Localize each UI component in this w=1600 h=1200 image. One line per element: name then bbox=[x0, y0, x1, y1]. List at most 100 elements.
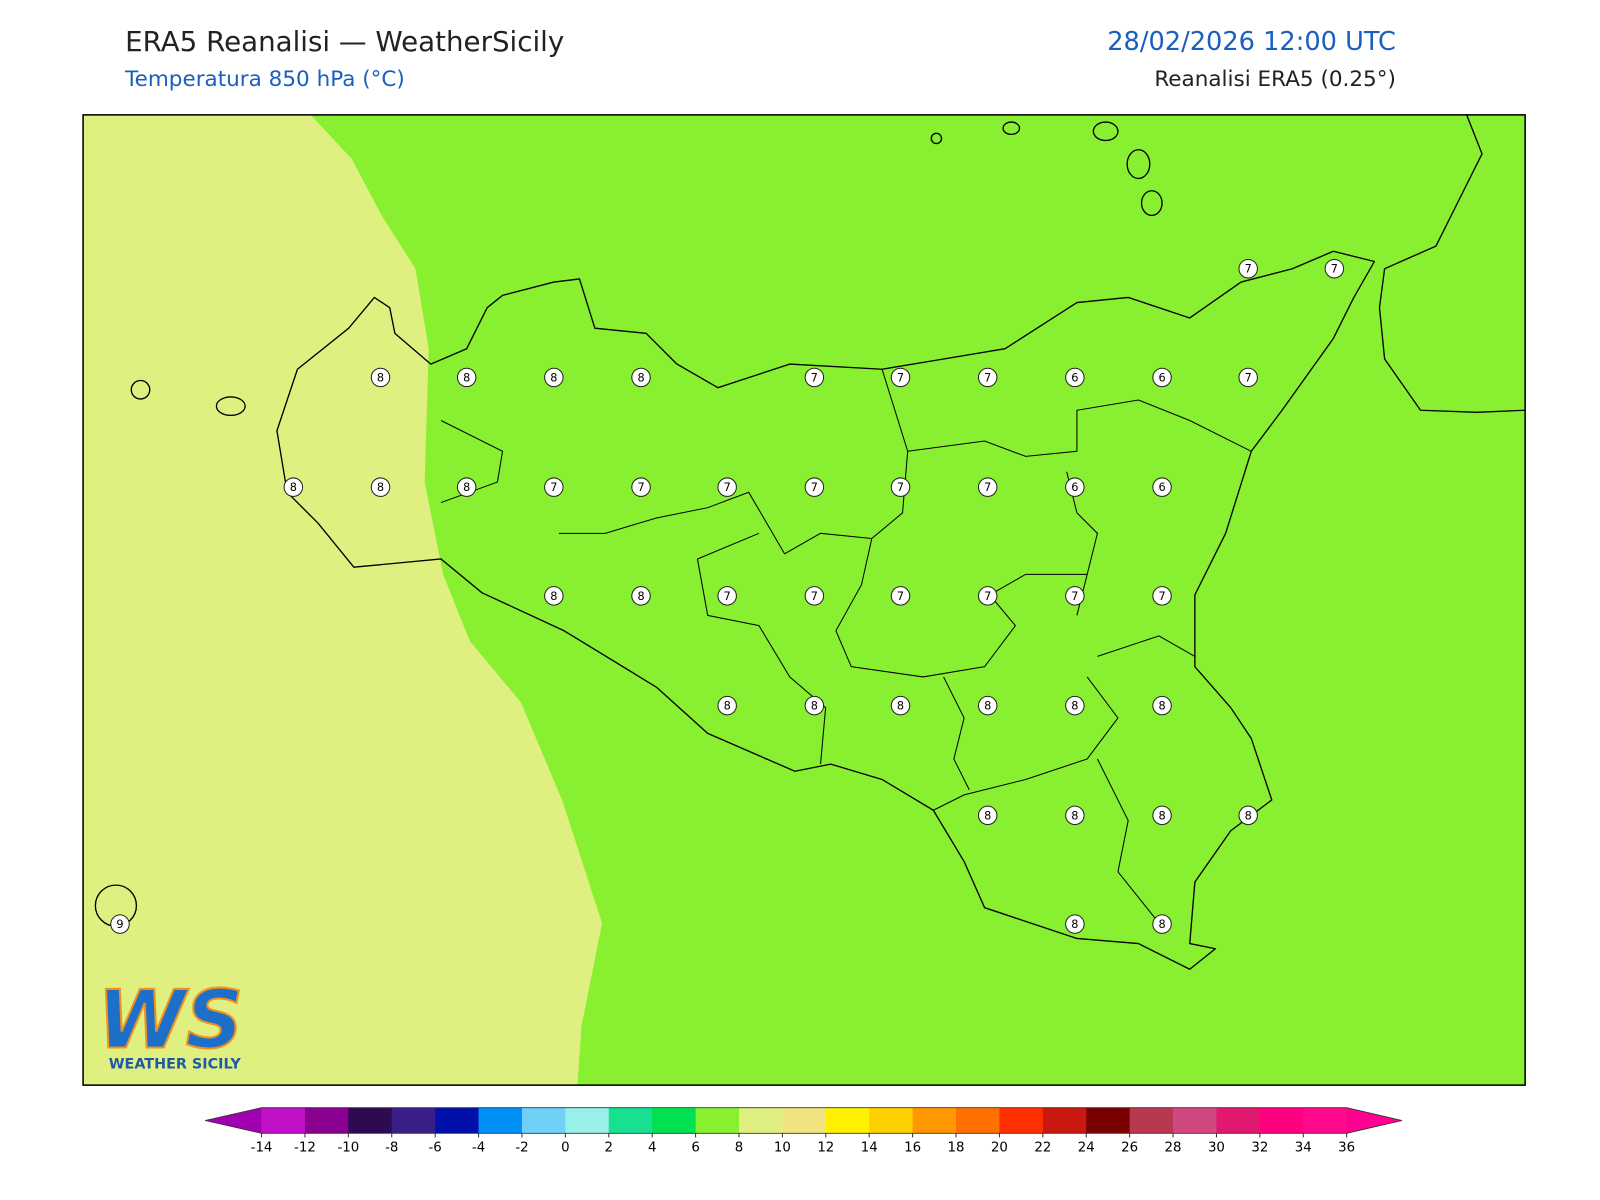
colorbar-segment bbox=[1129, 1107, 1174, 1134]
station-marker bbox=[456, 477, 477, 497]
island bbox=[1002, 121, 1021, 136]
station-value: 8 bbox=[1158, 809, 1165, 822]
colorbar-segment bbox=[1086, 1107, 1131, 1134]
station-marker bbox=[804, 367, 825, 388]
colorbar-segment bbox=[261, 1107, 306, 1134]
station-marker bbox=[1065, 805, 1085, 826]
colorbar-tick-label: -6 bbox=[429, 1141, 442, 1156]
station-value: 7 bbox=[811, 590, 818, 603]
station-value: 7 bbox=[984, 481, 991, 494]
colorbar-tick-label: 32 bbox=[1251, 1141, 1268, 1156]
title: ERA5 Reanalisi — WeatherSicily bbox=[125, 25, 564, 58]
station-marker bbox=[890, 695, 911, 716]
station-marker bbox=[977, 805, 998, 826]
colorbar-segment bbox=[1042, 1107, 1087, 1134]
colorbar-tick-label: 18 bbox=[948, 1141, 965, 1156]
colorbar-tick-label: 30 bbox=[1208, 1141, 1225, 1156]
colorbar-segment bbox=[999, 1107, 1044, 1134]
station-marker bbox=[1152, 586, 1172, 606]
station-value: 7 bbox=[811, 481, 818, 494]
station-marker bbox=[631, 477, 651, 497]
station-value: 8 bbox=[1071, 918, 1078, 931]
colorbar-tick-label: 10 bbox=[774, 1141, 791, 1156]
station-values: 7 7 8 8 8 8 7 7 7 6 6 7 8 8 8 7 7 7 7 7 7 6 6 8 8 7 7 7 7 7 7 8 8 8 8 8 8 8 8 8… bbox=[110, 258, 1345, 934]
island bbox=[1140, 190, 1163, 217]
station-marker bbox=[977, 695, 998, 716]
station-marker bbox=[631, 367, 651, 388]
station-marker bbox=[370, 477, 391, 497]
station-marker bbox=[456, 367, 477, 388]
colorbar-tick-label: -12 bbox=[294, 1141, 316, 1156]
station-marker bbox=[890, 477, 911, 497]
station-marker bbox=[1238, 805, 1258, 826]
station-value: 8 bbox=[1071, 809, 1078, 822]
station-value: 7 bbox=[724, 481, 731, 494]
colorbar-segment bbox=[435, 1107, 480, 1134]
colorbar-tick-label: 4 bbox=[648, 1141, 656, 1156]
colorbar-tick-label: 24 bbox=[1078, 1141, 1095, 1156]
station-value: 8 bbox=[377, 481, 384, 494]
station-marker bbox=[544, 586, 564, 606]
station-marker bbox=[110, 914, 130, 934]
colorbar-tick-label: 8 bbox=[735, 1141, 743, 1156]
station-value: 7 bbox=[897, 481, 904, 494]
colorbar-segment bbox=[695, 1107, 740, 1134]
station-value: 6 bbox=[1158, 481, 1165, 494]
station-value: 8 bbox=[377, 371, 384, 384]
station-value: 8 bbox=[984, 700, 991, 713]
colorbar-tick-label: 20 bbox=[991, 1141, 1008, 1156]
colorbar-segment bbox=[652, 1107, 697, 1134]
colorbar-segment bbox=[348, 1107, 393, 1134]
sicily-coast bbox=[276, 250, 1376, 970]
station-marker bbox=[977, 586, 998, 606]
station-value: 8 bbox=[550, 590, 557, 603]
calabria-coast bbox=[1378, 114, 1526, 413]
station-marker bbox=[544, 367, 564, 388]
station-marker bbox=[717, 477, 737, 497]
station-marker bbox=[890, 586, 911, 606]
station-value: 8 bbox=[1245, 809, 1252, 822]
colorbar-segment bbox=[608, 1107, 653, 1134]
station-marker bbox=[977, 477, 998, 497]
colorbar-segment bbox=[825, 1107, 870, 1134]
datetime: 28/02/2026 12:00 UTC bbox=[1107, 27, 1396, 57]
colorbar-tick-label: -2 bbox=[515, 1141, 528, 1156]
station-marker bbox=[890, 367, 911, 388]
station-marker bbox=[1152, 477, 1172, 497]
subtitle: Temperatura 850 hPa (°C) bbox=[124, 67, 405, 92]
colorbar-tick-label: 14 bbox=[861, 1141, 878, 1156]
station-value: 7 bbox=[1331, 263, 1338, 276]
station-value: 9 bbox=[116, 918, 123, 931]
station-value: 8 bbox=[463, 371, 470, 384]
station-marker bbox=[1065, 367, 1085, 388]
station-marker bbox=[1152, 805, 1172, 826]
colorbar-tick-label: 16 bbox=[904, 1141, 921, 1156]
station-value: 7 bbox=[724, 590, 731, 603]
colorbar-segment bbox=[869, 1107, 914, 1134]
station-value: 8 bbox=[550, 371, 557, 384]
colorbar-segment bbox=[1173, 1107, 1217, 1134]
station-marker bbox=[370, 367, 391, 388]
station-marker bbox=[1238, 367, 1258, 388]
station-value: 6 bbox=[1158, 371, 1165, 384]
station-marker bbox=[1065, 477, 1085, 497]
colorbar-tick-label: 0 bbox=[561, 1141, 569, 1156]
map-frame bbox=[82, 114, 1526, 1086]
colorbar-segment bbox=[1259, 1107, 1304, 1134]
station-marker bbox=[283, 477, 304, 497]
station-marker bbox=[544, 477, 564, 497]
station-value: 8 bbox=[637, 590, 644, 603]
station-value: 7 bbox=[1245, 263, 1252, 276]
station-value: 6 bbox=[1071, 481, 1078, 494]
station-value: 6 bbox=[1071, 371, 1078, 384]
colorbar-tick-label: 36 bbox=[1338, 1141, 1355, 1156]
station-value: 7 bbox=[550, 481, 557, 494]
colorbar-segment bbox=[478, 1107, 523, 1134]
station-marker bbox=[804, 477, 825, 497]
station-marker bbox=[1152, 914, 1172, 934]
island bbox=[215, 396, 246, 417]
colorbar-segment bbox=[565, 1107, 610, 1134]
island bbox=[1092, 121, 1119, 142]
station-value: 7 bbox=[811, 371, 818, 384]
